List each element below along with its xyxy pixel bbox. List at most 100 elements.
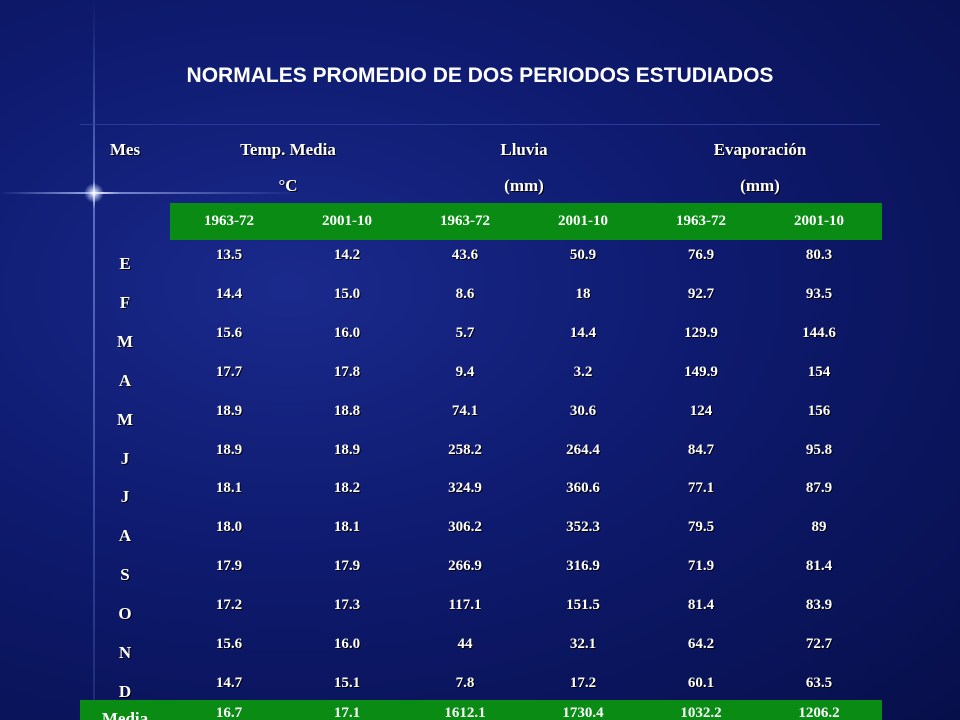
table-cell: 43.6 xyxy=(451,247,479,263)
table-cell: 17.9 xyxy=(215,558,243,575)
table-cell: 154 xyxy=(807,363,831,380)
mean-row-bar: Media 16.7 17.1 1612.1 1730.4 1032.2 1206.2 xyxy=(80,700,882,720)
decorative-star-flare xyxy=(84,183,104,203)
mean-cell: 1032.2 xyxy=(680,705,722,720)
table-cell: 129.9 xyxy=(684,324,718,341)
table-cell: 44 xyxy=(457,636,473,652)
table-cell: 79.5 xyxy=(687,519,715,536)
table-cell: 64.2 xyxy=(687,636,715,652)
decorative-vertical-line xyxy=(93,0,95,720)
table-cell: 89 xyxy=(811,519,827,536)
table-cell: 77.1 xyxy=(687,480,715,497)
table-cell: 83.9 xyxy=(805,597,833,614)
table-cell: 151.5 xyxy=(566,597,600,614)
header-rule xyxy=(80,124,880,125)
table-cell: 84.7 xyxy=(687,441,715,458)
table-cell: 17.2 xyxy=(215,597,243,614)
table-cell: 81.4 xyxy=(687,597,715,614)
table-cell: 15.6 xyxy=(215,324,243,341)
table-cell: 8.6 xyxy=(455,285,475,302)
month-label: F xyxy=(119,292,131,312)
month-label: J xyxy=(120,448,130,468)
period-header-2: 1963-72 xyxy=(440,213,490,229)
table-cell: 17.2 xyxy=(569,674,597,691)
period-header-3: 2001-10 xyxy=(558,213,608,229)
table-cell: 16.0 xyxy=(333,636,361,652)
table-cell: 63.5 xyxy=(805,674,833,691)
table-cell: 266.9 xyxy=(448,558,482,575)
table-cell: 95.8 xyxy=(805,441,833,458)
table-cell: 149.9 xyxy=(684,363,718,380)
header-evaporacion: Evaporación xyxy=(713,140,807,159)
header-mes: Mes xyxy=(109,140,141,159)
table-cell: 15.1 xyxy=(333,674,361,691)
table-cell: 80.3 xyxy=(805,247,833,263)
period-header-bar xyxy=(170,203,882,240)
table-cell: 14.4 xyxy=(215,285,243,302)
month-label: N xyxy=(118,643,132,662)
header-lluvia-unit: (mm) xyxy=(504,176,544,195)
table-cell: 5.7 xyxy=(455,324,475,341)
table-cell: 30.6 xyxy=(569,402,597,419)
table-cell: 156 xyxy=(807,402,831,419)
table-cell: 264.4 xyxy=(566,441,600,458)
month-label: O xyxy=(118,604,132,624)
table-cell: 144.6 xyxy=(802,324,836,341)
table-cell: 60.1 xyxy=(687,674,715,691)
table-cell: 76.9 xyxy=(687,247,715,263)
period-header-1: 2001-10 xyxy=(322,213,372,229)
header-lluvia: Lluvia xyxy=(500,140,548,159)
table-cell: 72.7 xyxy=(805,636,833,652)
table-cell: 92.7 xyxy=(687,285,715,302)
period-header-4: 1963-72 xyxy=(676,213,726,229)
table-cell: 18.1 xyxy=(215,480,243,497)
mean-cell: 1730.4 xyxy=(562,705,604,720)
month-label: M xyxy=(116,331,134,351)
table-cell: 18.8 xyxy=(333,402,361,419)
table-cell: 17.8 xyxy=(333,363,361,380)
table-cell: 50.9 xyxy=(569,247,597,263)
mean-cell: 1612.1 xyxy=(444,705,486,720)
header-temp-unit: °C xyxy=(278,176,298,195)
table-cell: 14.2 xyxy=(333,247,361,263)
table-cell: 32.1 xyxy=(569,636,597,652)
table-cell: 17.3 xyxy=(333,597,361,614)
table-cell: 13.5 xyxy=(215,247,243,263)
mean-cell: 16.7 xyxy=(215,705,243,720)
month-label: A xyxy=(118,370,132,390)
header-evap-unit: (mm) xyxy=(740,176,780,195)
table-cell: 18.9 xyxy=(333,441,361,458)
table-cell: 93.5 xyxy=(805,285,833,302)
table-cell: 15.6 xyxy=(215,636,243,652)
slide-title: NORMALES PROMEDIO DE DOS PERIODOS ESTUDI… xyxy=(186,64,774,87)
table-cell: 16.0 xyxy=(333,324,361,341)
table-cell: 74.1 xyxy=(451,402,479,419)
table-cell: 71.9 xyxy=(687,558,715,575)
table-cell: 18.2 xyxy=(333,480,361,497)
mean-cell: 17.1 xyxy=(333,705,361,720)
table-cell: 17.9 xyxy=(333,558,361,575)
table-cell: 18 xyxy=(575,285,591,302)
table-cell: 117.1 xyxy=(448,597,482,614)
month-label: M xyxy=(116,409,134,429)
mean-cell: 1206.2 xyxy=(798,705,840,720)
month-label: A xyxy=(118,526,132,546)
table-cell: 18.9 xyxy=(215,402,243,419)
month-label: S xyxy=(120,565,130,585)
table-cell: 258.2 xyxy=(448,441,482,458)
period-header-0: 1963-72 xyxy=(204,213,254,229)
table-cell: 352.3 xyxy=(566,519,600,536)
table-cell: 87.9 xyxy=(805,480,833,497)
header-temp-media: Temp. Media xyxy=(240,140,336,159)
month-label: D xyxy=(118,681,132,701)
table-cell: 14.4 xyxy=(569,324,597,341)
table-cell: 81.4 xyxy=(805,558,833,575)
table-cell: 7.8 xyxy=(455,674,475,691)
decorative-horizontal-line xyxy=(0,192,300,194)
table-cell: 124 xyxy=(689,402,713,419)
table-cell: 18.0 xyxy=(215,519,243,536)
table-cell: 17.7 xyxy=(215,363,243,380)
month-label: E xyxy=(119,254,131,273)
table-cell: 306.2 xyxy=(448,519,482,536)
table-cell: 3.2 xyxy=(573,363,593,380)
